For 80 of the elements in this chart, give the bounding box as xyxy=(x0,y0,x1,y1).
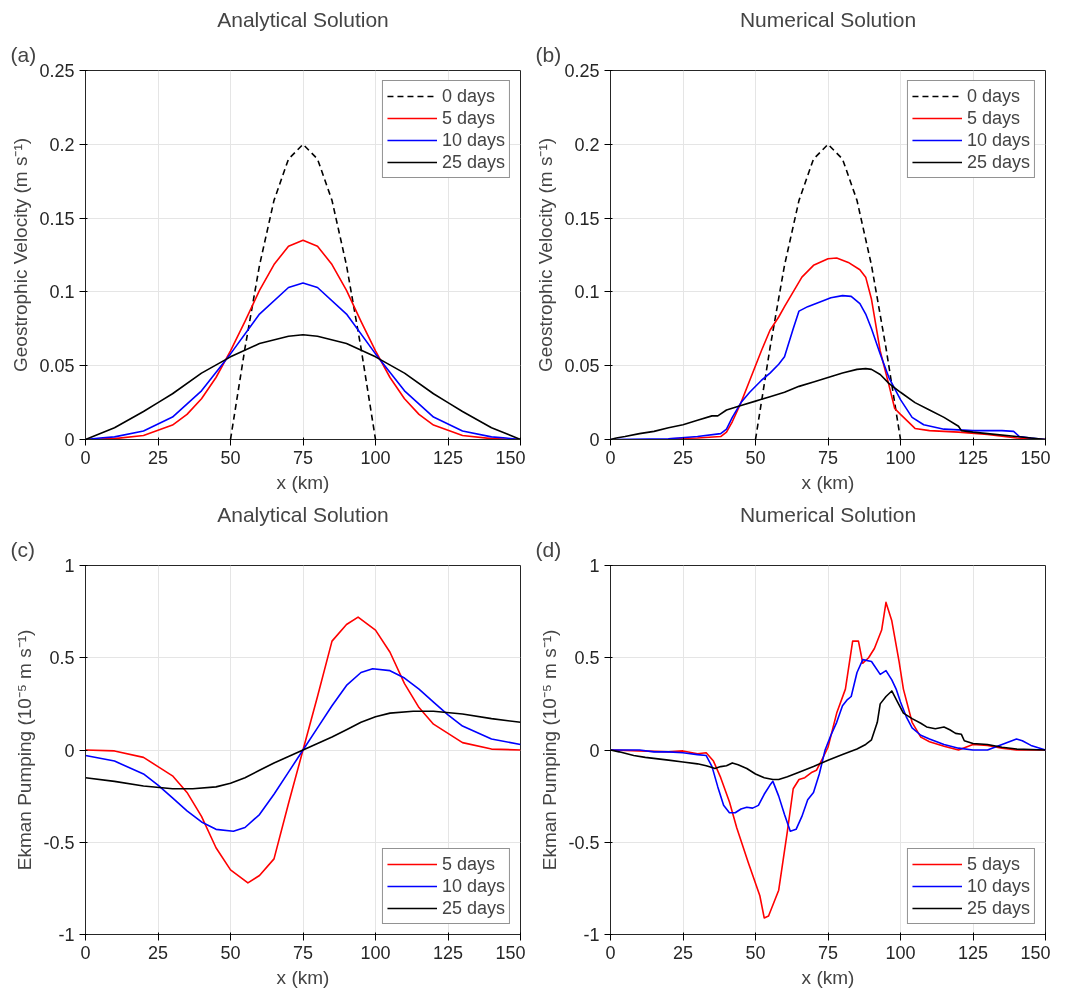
legend-label: 25 days xyxy=(441,151,505,173)
y-tick-label: 0.2 xyxy=(49,134,75,155)
legend-label: 5 days xyxy=(441,853,495,875)
chart-title: Numerical Solution xyxy=(739,502,917,526)
y-tick-label: -1 xyxy=(583,925,600,945)
x-tick-label: 75 xyxy=(292,447,314,468)
y-tick-label: 1 xyxy=(64,556,75,576)
x-tick-label: 25 xyxy=(672,447,694,468)
legend-label: 10 days xyxy=(441,875,505,897)
y-axis-title: Ekman Pumping (10⁻⁵ m s⁻¹) xyxy=(14,629,36,871)
y-tick-label: -1 xyxy=(58,925,75,945)
y-tick-label: 0.2 xyxy=(574,134,600,155)
legend-label: 10 days xyxy=(441,129,505,151)
y-tick-label: -0.5 xyxy=(43,832,75,853)
legend-label: 25 days xyxy=(966,151,1030,173)
x-tick-label: 25 xyxy=(147,447,169,468)
y-tick-label: 0.05 xyxy=(39,356,75,377)
text: (c) xyxy=(10,537,35,561)
chart-title: Numerical Solution xyxy=(739,7,917,31)
x-tick-label: 100 xyxy=(885,447,916,468)
y-tick-label: 0.25 xyxy=(39,61,75,81)
y-tick-label: 0.5 xyxy=(574,648,600,669)
legend-label: 25 days xyxy=(966,897,1030,919)
y-tick-label: 0.5 xyxy=(49,648,75,669)
y-tick-label: 0.15 xyxy=(564,208,600,229)
x-tick-label: 150 xyxy=(495,447,526,468)
x-tick-label: 50 xyxy=(745,447,766,468)
y-tick-label: 0.1 xyxy=(574,282,600,303)
x-tick-label: 150 xyxy=(1020,447,1051,468)
x-tick-label: 75 xyxy=(292,942,314,963)
legend-label: 10 days xyxy=(966,875,1030,897)
x-tick-label: 75 xyxy=(817,942,839,963)
x-tick-label: 0 xyxy=(80,942,91,963)
x-tick-label: 125 xyxy=(432,447,464,468)
y-tick-label: 0.05 xyxy=(564,356,600,377)
x-tick-label: 150 xyxy=(495,942,526,963)
x-tick-label: 50 xyxy=(745,942,766,963)
x-tick-label: 75 xyxy=(817,447,839,468)
y-tick-label: 0.1 xyxy=(49,282,75,303)
y-tick-label: 0 xyxy=(589,430,600,450)
x-axis-title: x (km) xyxy=(276,966,330,988)
legend-label: 10 days xyxy=(966,129,1030,151)
y-axis-title: Geostrophic Velocity (m s⁻¹) xyxy=(535,137,557,373)
x-axis-title: x (km) xyxy=(801,966,855,988)
y-tick-label: 0.15 xyxy=(39,208,75,229)
text: (d) xyxy=(535,537,562,561)
legend-label: 25 days xyxy=(441,897,505,919)
x-tick-label: 125 xyxy=(432,942,464,963)
legend-label: 5 days xyxy=(441,107,495,129)
legend-label: 0 days xyxy=(441,85,495,107)
y-tick-label: 0 xyxy=(64,430,75,450)
legend-label: 5 days xyxy=(966,853,1020,875)
x-tick-label: 0 xyxy=(605,447,616,468)
x-axis-title: x (km) xyxy=(276,471,330,493)
legend-label: 0 days xyxy=(966,85,1020,107)
x-tick-label: 100 xyxy=(360,942,391,963)
y-tick-label: 0 xyxy=(589,740,600,761)
x-tick-label: 50 xyxy=(220,942,241,963)
x-axis-title: x (km) xyxy=(801,471,855,493)
y-axis-title: Geostrophic Velocity (m s⁻¹) xyxy=(10,137,32,373)
text: (b) xyxy=(535,42,562,66)
x-tick-label: 0 xyxy=(605,942,616,963)
y-tick-label: -0.5 xyxy=(568,832,600,853)
x-tick-label: 100 xyxy=(360,447,391,468)
y-tick-label: 0.25 xyxy=(564,61,600,81)
x-tick-label: 125 xyxy=(957,942,989,963)
y-tick-label: 0 xyxy=(64,740,75,761)
x-tick-label: 0 xyxy=(80,447,91,468)
x-tick-label: 125 xyxy=(957,447,989,468)
x-tick-label: 150 xyxy=(1020,942,1051,963)
y-axis-title: Ekman Pumping (10⁻⁵ m s⁻¹) xyxy=(539,629,561,871)
legend-label: 5 days xyxy=(966,107,1020,129)
y-tick-label: 1 xyxy=(589,556,600,576)
x-tick-label: 100 xyxy=(885,942,916,963)
chart-title: Analytical Solution xyxy=(217,502,389,526)
x-tick-label: 50 xyxy=(220,447,241,468)
x-tick-label: 25 xyxy=(147,942,169,963)
chart-title: Analytical Solution xyxy=(217,7,389,31)
x-tick-label: 25 xyxy=(672,942,694,963)
text: (a) xyxy=(10,42,37,66)
